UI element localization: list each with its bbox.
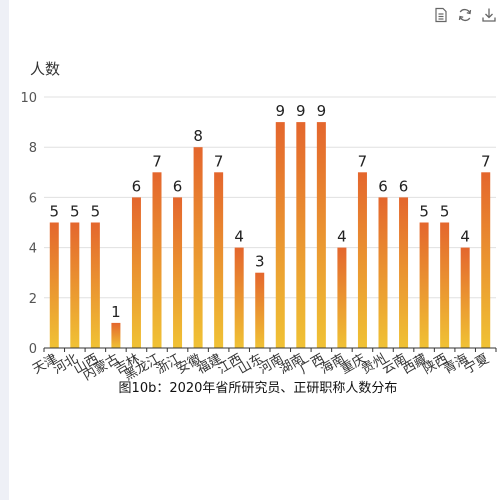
bar[interactable] xyxy=(296,122,306,348)
bar-value-label: 6 xyxy=(378,177,388,195)
bar[interactable] xyxy=(173,197,183,348)
bar[interactable] xyxy=(90,222,100,349)
bar[interactable] xyxy=(214,172,224,348)
bar[interactable] xyxy=(357,172,367,348)
bar-value-label: 9 xyxy=(317,102,327,120)
bar[interactable] xyxy=(337,247,347,348)
bar-value-label: 6 xyxy=(132,177,142,195)
bar-value-label: 7 xyxy=(152,152,162,170)
y-tick-label: 2 xyxy=(29,292,37,307)
bar-value-label: 9 xyxy=(296,102,306,120)
bar[interactable] xyxy=(378,197,388,348)
bar-value-label: 3 xyxy=(255,253,265,271)
chart-caption: 图10b：2020年省所研究员、正研职称人数分布 xyxy=(119,381,398,396)
bar-value-label: 7 xyxy=(358,152,368,170)
bar[interactable] xyxy=(255,272,265,348)
bar-value-label: 4 xyxy=(337,228,347,246)
bar-value-label: 1 xyxy=(111,303,121,321)
x-axis-category-labels: 天津河北山西内蒙古吉林黑龙江浙江安徽福建江西山东河南湖南广西海南重庆贵州云南西藏… xyxy=(30,351,491,384)
bar-value-label: 8 xyxy=(193,127,203,145)
bar-value-label: 4 xyxy=(234,228,244,246)
bar-value-label: 5 xyxy=(49,203,59,221)
save-image-button[interactable] xyxy=(480,6,498,24)
bar[interactable] xyxy=(316,122,326,348)
y-axis-title: 人数 xyxy=(30,60,60,78)
y-tick-label: 10 xyxy=(20,91,37,106)
y-tick-label: 6 xyxy=(29,191,37,206)
save-image-icon xyxy=(482,8,496,22)
x-category-label: 宁夏 xyxy=(461,351,492,378)
restore-button[interactable] xyxy=(456,6,474,24)
bar[interactable] xyxy=(111,322,121,348)
bar[interactable] xyxy=(419,222,429,349)
bar-value-label: 9 xyxy=(275,102,285,120)
bar-value-label: 5 xyxy=(419,203,429,221)
bars xyxy=(49,122,491,349)
bar[interactable] xyxy=(131,197,141,348)
bar-value-label: 7 xyxy=(481,152,491,170)
bar[interactable] xyxy=(70,222,80,349)
bar[interactable] xyxy=(460,247,470,348)
x-axis xyxy=(43,347,497,352)
bar[interactable] xyxy=(399,197,409,348)
bar[interactable] xyxy=(234,247,244,348)
bar-value-label: 5 xyxy=(440,203,450,221)
bar-value-label: 5 xyxy=(91,203,101,221)
y-tick-label: 0 xyxy=(29,342,37,357)
bar[interactable] xyxy=(275,122,285,348)
chart-toolbox xyxy=(432,5,498,25)
bar-value-label: 6 xyxy=(399,177,409,195)
bar[interactable] xyxy=(49,222,59,349)
left-edge-strip xyxy=(0,0,9,500)
bar[interactable] xyxy=(152,172,162,348)
bar-value-label: 7 xyxy=(214,152,224,170)
y-axis-ticks: 0 2 4 6 8 10 xyxy=(20,91,37,357)
bar[interactable] xyxy=(440,222,450,349)
bar[interactable] xyxy=(193,147,203,348)
bar[interactable] xyxy=(481,172,491,348)
y-tick-label: 8 xyxy=(29,141,37,156)
bar-value-label: 6 xyxy=(173,177,183,195)
restore-icon xyxy=(458,8,472,22)
data-view-icon xyxy=(435,7,447,23)
data-view-button[interactable] xyxy=(432,6,450,24)
bar-value-label: 4 xyxy=(460,228,470,246)
bar-value-label: 5 xyxy=(70,203,80,221)
y-tick-label: 4 xyxy=(29,242,37,257)
